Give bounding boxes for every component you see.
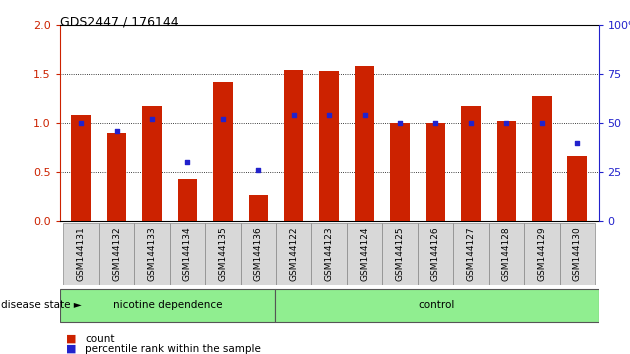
- Point: [76, 120, 86, 126]
- Text: GSM144124: GSM144124: [360, 226, 369, 281]
- Point: [430, 120, 440, 126]
- Text: GSM144132: GSM144132: [112, 226, 121, 281]
- Text: nicotine dependence: nicotine dependence: [113, 300, 222, 310]
- Bar: [524, 223, 559, 285]
- Point: [537, 120, 547, 126]
- Bar: [382, 223, 418, 285]
- Bar: [426, 123, 445, 221]
- Bar: [559, 223, 595, 285]
- Bar: [532, 96, 551, 221]
- Bar: [169, 223, 205, 285]
- Bar: [319, 71, 339, 221]
- Text: ■: ■: [66, 334, 77, 344]
- Bar: [142, 106, 162, 221]
- Point: [572, 140, 582, 145]
- Point: [147, 116, 157, 122]
- Point: [501, 120, 512, 126]
- Bar: [71, 115, 91, 221]
- Text: GSM144130: GSM144130: [573, 226, 581, 281]
- Bar: [99, 223, 134, 285]
- Text: ■: ■: [66, 344, 77, 354]
- Bar: [496, 121, 516, 221]
- Text: disease state ►: disease state ►: [1, 300, 82, 310]
- Text: control: control: [419, 300, 455, 310]
- Text: GSM144133: GSM144133: [147, 226, 156, 281]
- Bar: [276, 223, 311, 285]
- Text: GDS2447 / 176144: GDS2447 / 176144: [60, 16, 178, 29]
- Bar: [418, 223, 453, 285]
- Bar: [453, 223, 489, 285]
- Point: [466, 120, 476, 126]
- Point: [112, 128, 122, 134]
- Bar: [355, 66, 374, 221]
- Text: percentile rank within the sample: percentile rank within the sample: [85, 344, 261, 354]
- Bar: [249, 195, 268, 221]
- Bar: [213, 82, 232, 221]
- Text: GSM144131: GSM144131: [77, 226, 86, 281]
- Text: count: count: [85, 334, 115, 344]
- Text: GSM144134: GSM144134: [183, 226, 192, 281]
- Text: GSM144122: GSM144122: [289, 226, 298, 281]
- Bar: [205, 223, 241, 285]
- Text: GSM144135: GSM144135: [219, 226, 227, 281]
- Bar: [347, 223, 382, 285]
- Point: [395, 120, 405, 126]
- Bar: [461, 106, 481, 221]
- FancyBboxPatch shape: [60, 289, 275, 322]
- Text: GSM144128: GSM144128: [502, 226, 511, 281]
- Point: [218, 116, 228, 122]
- Bar: [64, 223, 99, 285]
- Bar: [391, 123, 410, 221]
- Text: GSM144136: GSM144136: [254, 226, 263, 281]
- Text: GSM144126: GSM144126: [431, 226, 440, 281]
- Point: [324, 112, 334, 118]
- FancyBboxPatch shape: [275, 289, 598, 322]
- Bar: [489, 223, 524, 285]
- Text: GSM144123: GSM144123: [324, 226, 334, 281]
- Bar: [311, 223, 347, 285]
- Point: [360, 112, 370, 118]
- Bar: [284, 70, 304, 221]
- Bar: [568, 156, 587, 221]
- Text: GSM144127: GSM144127: [466, 226, 476, 281]
- Point: [289, 112, 299, 118]
- Point: [183, 159, 193, 165]
- Bar: [107, 133, 126, 221]
- Text: GSM144129: GSM144129: [537, 226, 546, 281]
- Bar: [134, 223, 169, 285]
- Point: [253, 167, 263, 173]
- Bar: [178, 179, 197, 221]
- Text: GSM144125: GSM144125: [396, 226, 404, 281]
- Bar: [241, 223, 276, 285]
